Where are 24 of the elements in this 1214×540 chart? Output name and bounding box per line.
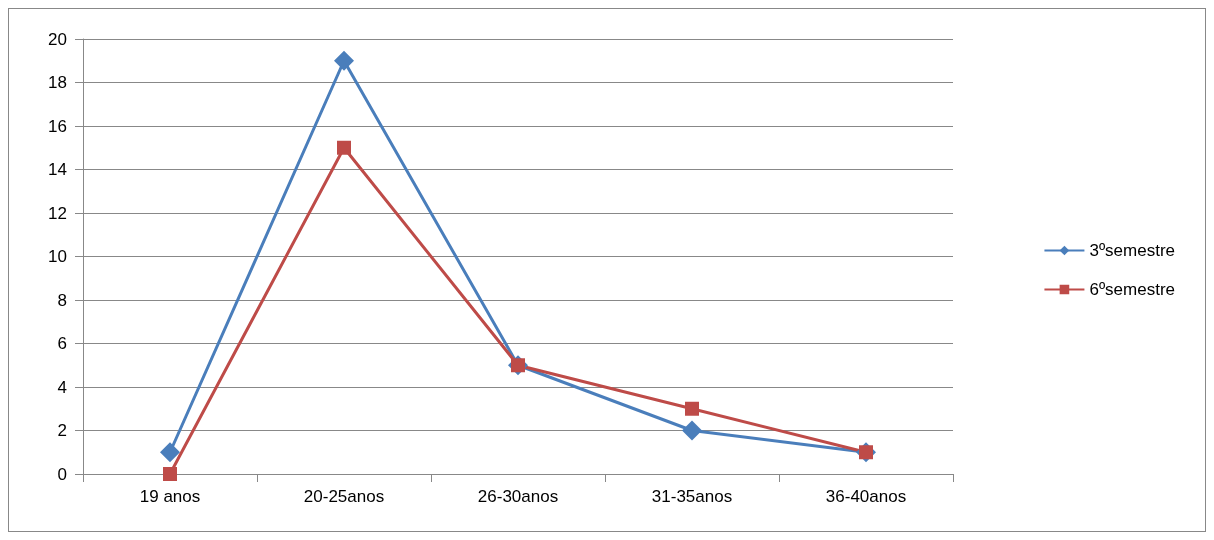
y-tick-label: 14 [48, 160, 67, 179]
legend-label: 6ºsemestre [1089, 280, 1176, 299]
point [163, 467, 177, 481]
x-tick-label: 31-35anos [651, 487, 733, 506]
x-tick-label: 36-40anos [825, 487, 907, 506]
y-tick-label: 2 [57, 421, 67, 440]
x-tick-label: 19 anos [139, 487, 201, 506]
y-tick-label: 10 [48, 247, 67, 266]
y-tick-label: 4 [57, 377, 67, 397]
y-tick-label: 8 [57, 290, 67, 310]
x-tick-label: 26-30anos [477, 487, 559, 506]
point [334, 50, 354, 71]
point [682, 420, 702, 441]
legend-label: 3ºsemestre [1089, 241, 1176, 260]
y-tick-label: 16 [48, 116, 67, 136]
point [685, 401, 699, 416]
y-tick-label: 12 [48, 203, 67, 223]
x-tick-label: 20-25anos [303, 487, 385, 506]
y-tick-label: 0 [57, 464, 67, 484]
y-tick-label: 20 [48, 29, 67, 49]
y-tick-label: 6 [57, 334, 67, 353]
y-tick-label: 18 [48, 73, 67, 92]
point [160, 442, 180, 463]
point [337, 140, 351, 155]
